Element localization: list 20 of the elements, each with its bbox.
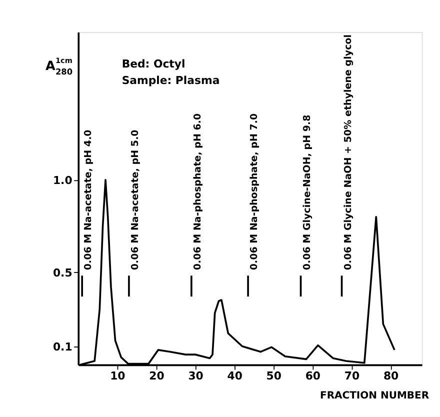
ref-line-label: 0.06 M Glycine-NaOH, pH 9.8 bbox=[302, 114, 313, 270]
y-tick-label: 0.1 bbox=[52, 340, 72, 354]
x-tick-label: 40 bbox=[227, 370, 243, 383]
ref-line-label: 0.06 M Na-phosphate, pH 6.0 bbox=[192, 112, 204, 270]
x-tick-label: 50 bbox=[266, 370, 282, 383]
x-axis-title: FRACTION NUMBER bbox=[320, 390, 430, 402]
x-tick-label: 20 bbox=[149, 370, 165, 383]
text: Bed: Octyl bbox=[122, 57, 186, 70]
x-tick-label: 80 bbox=[383, 370, 400, 383]
y-tick-label: 0.5 bbox=[52, 266, 72, 280]
ref-line-label: 0.06 M Glycine NaOH + 50% ethylene glycol bbox=[342, 34, 354, 270]
text: Sample: Plasma bbox=[122, 74, 220, 87]
x-tick-label: 60 bbox=[305, 370, 321, 383]
ref-line-label: 0.06 M Na-phosphate, pH 7.0 bbox=[249, 112, 260, 270]
y-tick-label: 1.0 bbox=[52, 174, 73, 187]
ref-line-label: 0.06 M Na-acetate, pH 5.0 bbox=[130, 129, 142, 270]
x-tick-label: 30 bbox=[188, 370, 204, 383]
x-tick-label: 70 bbox=[344, 370, 360, 383]
x-tick-label: 10 bbox=[110, 370, 126, 383]
ref-line-label: 0.06 M Na-acetate, pH 4.0 bbox=[83, 129, 94, 270]
